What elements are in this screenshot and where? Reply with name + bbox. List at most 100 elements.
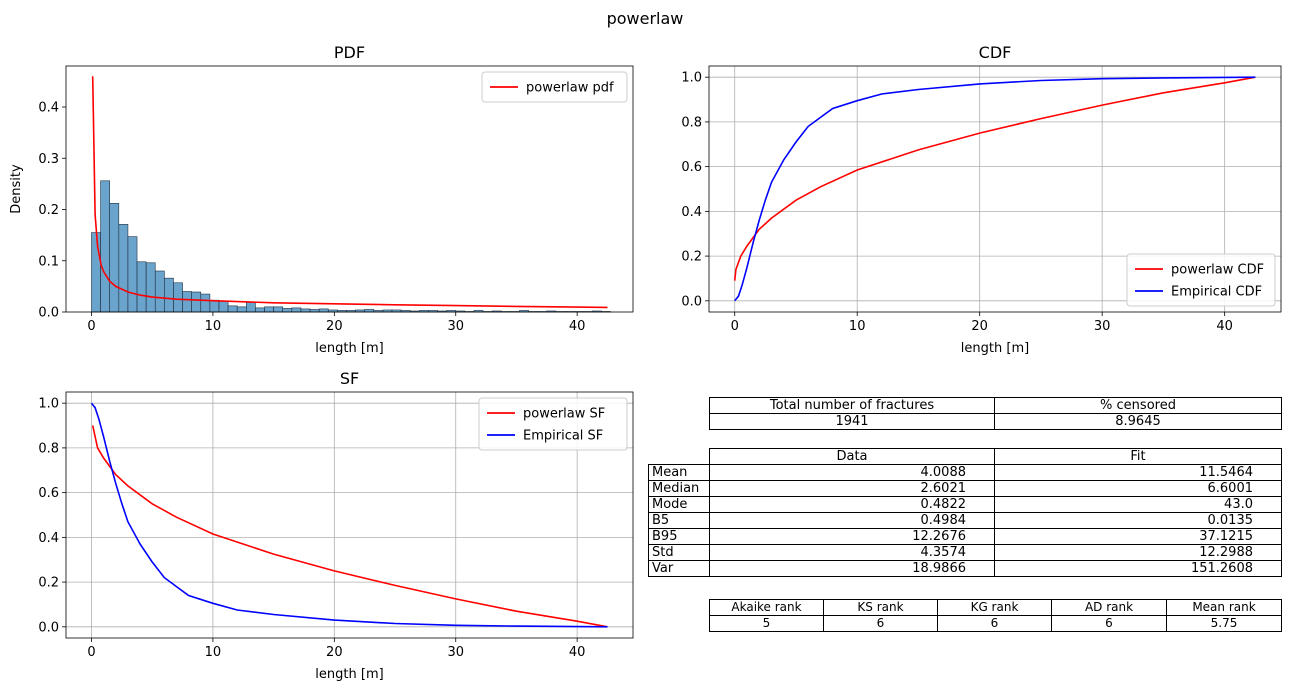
rank-header-kg: KG rank [937,599,1052,616]
histogram-bar [209,299,220,313]
x-tick-label: 20 [326,645,343,660]
histogram-bar [200,293,211,313]
x-tick-label: 30 [447,645,464,660]
histogram-bar [154,270,165,313]
rank-header-mean: Mean rank [1166,599,1282,616]
histogram-bar [173,282,183,313]
figure-title: powerlaw [607,9,684,28]
y-tick-label: 0.6 [681,160,702,175]
stats-data-value: 12.2676 [709,528,995,545]
stats-fit-value: 12.2988 [994,544,1282,561]
rank-header-ad: AD rank [1051,599,1167,616]
cdf-axes: 0 10 20 30 40 0.0 0.2 0.4 0.6 0.8 1.0 CDF length [m]… [681,43,1282,356]
y-tick-label: 0.4 [38,531,59,546]
y-tick-label: 0.1 [38,254,59,269]
x-tick-label: 40 [569,319,586,334]
series-line-powerlaw-pdf [91,76,608,309]
x-tick-label: 10 [205,645,222,660]
y-tick-label: 0.2 [38,203,59,218]
stats-header-data: Data [709,448,995,465]
stats-header-fit: Fit [994,448,1282,465]
histogram-bar [118,224,129,313]
stats-row-label: Mode [648,496,710,513]
series-line-powerlaw-cdf [733,76,1256,281]
histogram-bar [255,307,265,313]
series-line-empirical-cdf [734,76,1256,302]
x-axis-label: length [m] [315,667,383,682]
x-tick-label: 20 [971,319,988,334]
histogram-bar [109,203,120,313]
stats-corner-cell [649,449,710,465]
stats-data-value: 4.0088 [709,464,995,481]
legend: powerlaw SF Empirical SF [478,397,628,451]
legend-box [478,397,628,451]
histogram-bar [227,305,238,313]
y-tick-label: 1.0 [38,397,59,412]
y-tick-label: 0.4 [38,101,59,116]
pdf-axes: 0 10 20 30 40 0.0 0.1 0.2 0.3 0.4 PDF length [m] Den… [9,43,634,356]
rank-value-kg: 6 [937,615,1052,632]
x-tick-label: 0 [731,319,739,334]
histogram-bar [100,180,111,313]
x-tick-label: 40 [569,645,586,660]
histogram-bar [264,306,274,313]
x-tick-label: 30 [447,319,464,334]
count-value-censored: 8.9645 [994,413,1282,430]
y-tick-label: 0.3 [38,152,59,167]
legend-box [1126,253,1276,307]
stats-fit-value: 151.2608 [994,560,1282,577]
legend-box [481,71,628,103]
table-row: B95 12.2676 37.1215 [648,528,1282,545]
stats-row-label: B5 [648,512,710,529]
x-tick-label: 40 [1216,319,1233,334]
table-row: Var 18.9866 151.2608 [648,560,1282,577]
stats-row-label: B95 [648,528,710,545]
legend-label: Empirical CDF [1171,285,1262,300]
histogram-bar [236,306,247,313]
histogram-bar [300,308,311,313]
ranks-table: Akaike rank KS rank KG rank AD rank Mean… [709,599,1282,632]
rank-value-ad: 6 [1051,615,1167,632]
stats-row-label: Std [648,544,710,561]
histogram-bar [245,301,256,313]
rank-value-akaike: 5 [709,615,824,632]
histogram-bar [127,236,138,313]
rank-value-mean: 5.75 [1166,615,1282,632]
axes-title: SF [340,369,359,388]
histogram-bar [218,300,229,313]
stats-row-label: Mean [648,464,710,481]
table-row: Median 2.6021 6.6001 [648,480,1282,497]
stats-data-value: 4.3574 [709,544,995,561]
count-value-total: 1941 [709,413,995,430]
statistics-table: Data Fit Mean 4.0088 11.5464 Median 2.60… [648,448,1282,577]
stats-row-label: Var [648,560,710,577]
y-tick-label: 0.8 [681,115,702,130]
legend: powerlaw pdf [481,71,628,103]
sf-axes: 0 10 20 30 40 0.0 0.2 0.4 0.6 0.8 1.0 SF length [m] p… [38,369,634,682]
histogram-bar [191,291,202,313]
histogram-bar [136,261,147,313]
stats-data-value: 2.6021 [709,480,995,497]
table-row: B5 0.4984 0.0135 [648,512,1282,529]
fracture-count-table: Total number of fractures % censored 194… [709,397,1282,430]
x-tick-label: 10 [205,319,222,334]
stats-row-label: Median [648,480,710,497]
y-tick-label: 0.8 [38,441,59,456]
legend-label: powerlaw pdf [526,81,614,96]
axes-frame [65,65,634,313]
legend-label: powerlaw SF [523,407,605,422]
x-axis-label: length [m] [315,341,383,356]
stats-fit-value: 37.1215 [994,528,1282,545]
axes-title: PDF [334,43,365,62]
y-tick-label: 0.0 [681,294,702,309]
x-tick-label: 20 [326,319,343,334]
count-header-censored: % censored [994,397,1282,414]
stats-fit-value: 43.0 [994,496,1282,513]
series-line-powerlaw-sf [91,425,608,628]
y-tick-label: 1.0 [681,71,702,86]
axes-title: CDF [979,43,1012,62]
table-row: Mean 4.0088 11.5464 [648,464,1282,481]
histogram-bar [145,262,156,313]
histogram-bar [273,306,284,313]
